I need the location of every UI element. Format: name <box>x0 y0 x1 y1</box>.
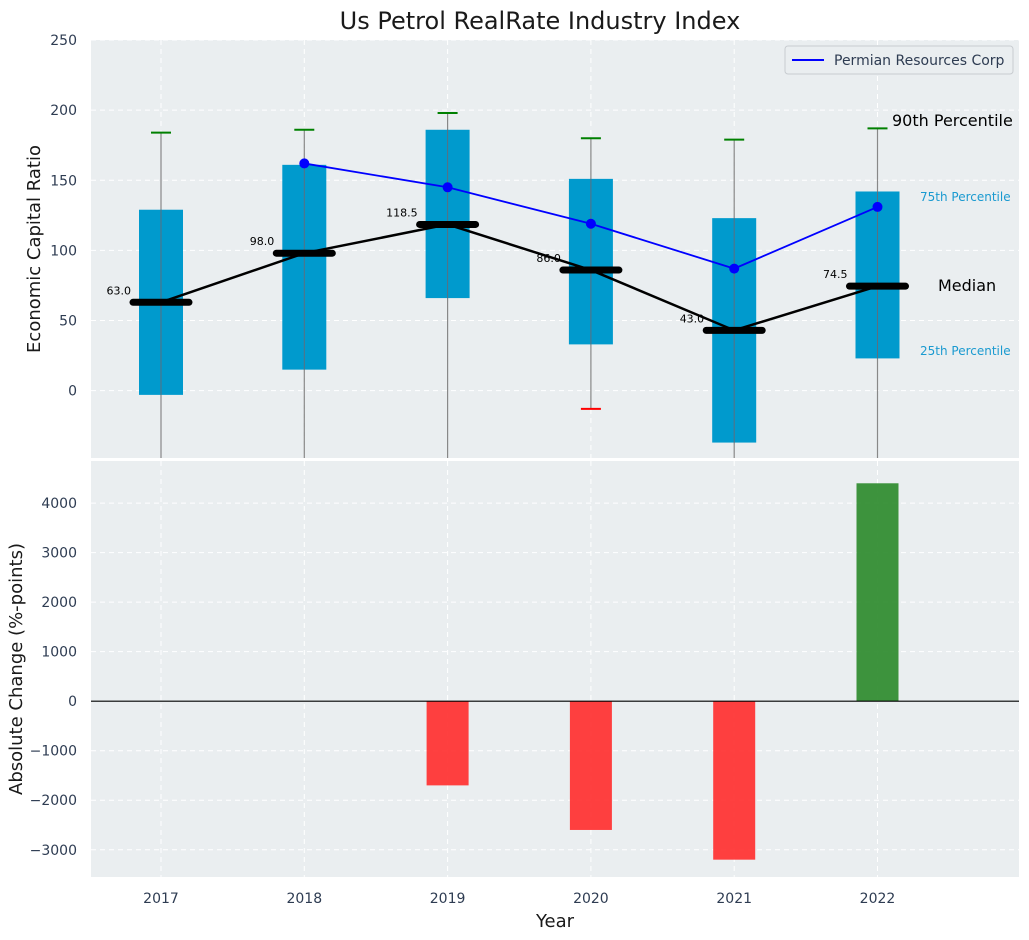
bottom-y-tick-4000: 4000 <box>41 496 77 512</box>
bottom-y-tick-1000: 1000 <box>41 645 77 661</box>
annotation-75th-percentile: 75th Percentile <box>920 190 1011 204</box>
median-label-2022: 74.5 <box>823 268 848 281</box>
bar-2022 <box>856 483 899 702</box>
bottom-y-tick--3000: −3000 <box>30 843 77 859</box>
top-y-tick-100: 100 <box>50 243 77 259</box>
median-label-2021: 43.0 <box>680 312 705 325</box>
series-point-2018 <box>299 158 310 169</box>
bottom-y-tick-0: 0 <box>68 694 77 710</box>
series-point-2020 <box>585 218 596 229</box>
annotation-median: Median <box>938 276 996 295</box>
median-label-2020: 86.0 <box>536 252 561 265</box>
median-label-2019: 118.5 <box>386 206 418 219</box>
top-y-tick-50: 50 <box>59 314 77 330</box>
bar-marks <box>91 483 1019 860</box>
box-plot-marks: 63.0 98.0 118.5 86.0 43.0 74.5 <box>107 111 909 458</box>
legend-box <box>784 45 1014 75</box>
top-y-axis-label: Economic Capital Ratio <box>24 145 45 353</box>
top-y-tick-250: 250 <box>50 33 77 49</box>
bar-2021 <box>713 701 756 860</box>
median-label-2017: 63.0 <box>107 284 132 297</box>
series-point-2021 <box>729 263 740 274</box>
x-tick-2019: 2019 <box>430 891 466 907</box>
bottom-y-tick-labels: −3000 −2000 −1000 0 1000 2000 3000 4000 <box>30 496 77 859</box>
top-y-tick-0: 0 <box>68 384 77 400</box>
x-tick-2022: 2022 <box>860 891 896 907</box>
top-y-tick-150: 150 <box>50 173 77 189</box>
x-tick-2018: 2018 <box>286 891 322 907</box>
annotation-90th-percentile: 90th Percentile <box>892 111 1013 130</box>
median-label-2018: 98.0 <box>250 235 275 248</box>
bar-2019 <box>426 701 469 786</box>
bottom-y-tick-3000: 3000 <box>41 546 77 562</box>
series-point-2022 <box>872 201 883 212</box>
top-y-tick-labels: 0 50 100 150 200 250 <box>50 33 77 400</box>
x-tick-2021: 2021 <box>716 891 752 907</box>
x-axis-label: Year <box>535 911 575 932</box>
annotation-25th-percentile: 25th Percentile <box>920 344 1011 358</box>
top-y-tick-200: 200 <box>50 103 77 119</box>
x-tick-2017: 2017 <box>143 891 179 907</box>
bottom-y-tick--1000: −1000 <box>30 744 77 760</box>
x-tick-2020: 2020 <box>573 891 609 907</box>
bottom-y-tick-2000: 2000 <box>41 595 77 611</box>
chart-title: Us Petrol RealRate Industry Index <box>340 7 741 35</box>
median-line <box>160 223 878 332</box>
series-point-2019 <box>442 182 453 193</box>
legend: Permian Resources Corp <box>784 45 1014 75</box>
bottom-y-tick--2000: −2000 <box>30 793 77 809</box>
bar-2020 <box>569 701 612 830</box>
x-tick-labels: 2017 2018 2019 2020 2021 2022 <box>143 891 895 907</box>
legend-label-permian: Permian Resources Corp <box>834 53 1005 69</box>
bottom-y-axis-label: Absolute Change (%-points) <box>6 543 27 795</box>
